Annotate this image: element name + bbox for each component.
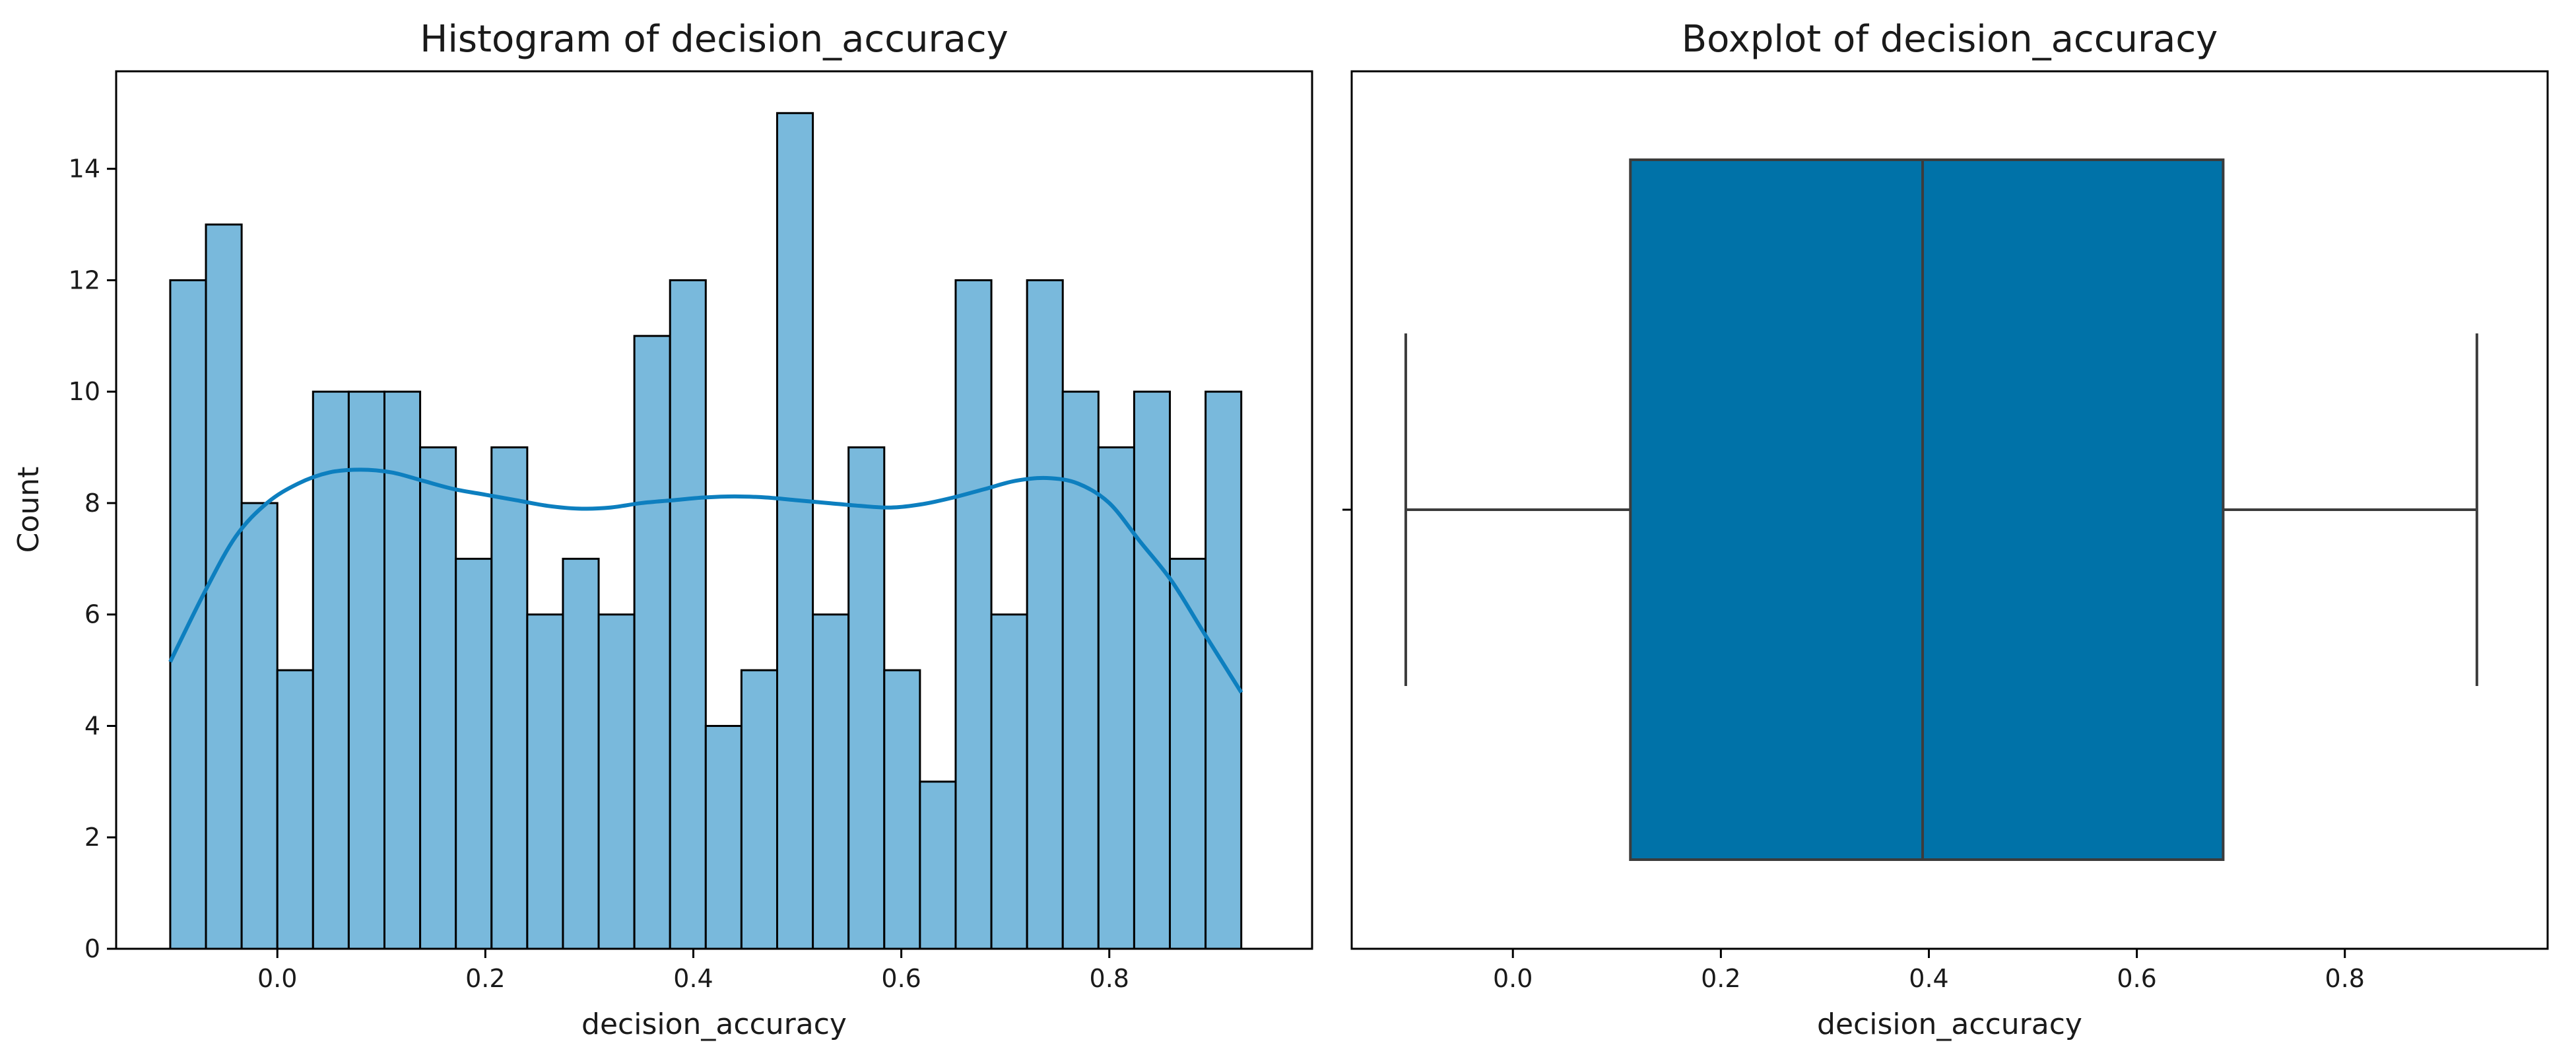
histogram-y-tick-label: 2	[84, 823, 100, 852]
histogram-bar	[847, 446, 886, 950]
boxplot-x-axis-label: decision_accuracy	[1817, 1008, 2082, 1041]
histogram-bar	[1097, 446, 1135, 950]
histogram-bar	[526, 613, 564, 950]
histogram-y-tick-label: 12	[69, 265, 100, 294]
boxplot-x-tick-label: 0.8	[2325, 964, 2365, 993]
histogram-bar	[954, 279, 993, 950]
histogram-x-axis-label: decision_accuracy	[581, 1008, 847, 1041]
histogram-bar	[597, 613, 636, 950]
histogram-bar	[669, 279, 707, 950]
histogram-bar	[776, 112, 814, 950]
histogram-bar	[169, 279, 207, 950]
histogram-y-tick-label: 4	[84, 711, 100, 740]
histogram-bar	[383, 390, 422, 950]
boxplot-x-tick-label: 0.2	[1701, 964, 1740, 993]
histogram-bar	[276, 669, 314, 950]
histogram-bar	[633, 335, 671, 950]
histogram-bar	[455, 557, 493, 950]
histogram-bar	[883, 669, 921, 950]
histogram-y-tick-label: 6	[84, 600, 100, 629]
histogram-y-tick-label: 0	[84, 934, 100, 963]
histogram-bar	[419, 446, 457, 950]
histogram-bar	[240, 502, 279, 950]
histogram-plot-frame	[115, 70, 1313, 950]
boxplot-x-ticks: 0.0 0.2 0.4 0.6 0.8	[1493, 949, 2365, 993]
boxplot-x-tick-label: 0.0	[1493, 964, 1533, 993]
histogram-title: Histogram of decision_accuracy	[420, 18, 1008, 61]
histogram-bar	[490, 446, 529, 950]
kde-curve	[168, 467, 1243, 694]
histogram-bar	[562, 557, 600, 950]
boxplot-title: Boxplot of decision_accuracy	[1682, 18, 2218, 61]
histogram-x-tick-label: 0.6	[881, 964, 921, 993]
histogram-y-tick-label: 10	[69, 377, 100, 406]
histogram-bar	[812, 613, 850, 950]
boxplot-panel: Boxplot of decision_accuracy 0.0 0.2 0.4 0.…	[1342, 18, 2549, 1041]
boxplot-body	[1404, 158, 2478, 861]
histogram-y-tick-label: 14	[69, 154, 100, 184]
histogram-x-ticks: 0.0 0.2 0.4 0.6 0.8	[257, 949, 1129, 993]
histogram-x-tick-label: 0.2	[465, 964, 505, 993]
histogram-bar	[205, 223, 243, 950]
histogram-x-tick-label: 0.8	[1090, 964, 1129, 993]
histogram-bar	[312, 390, 350, 950]
boxplot-x-tick-label: 0.4	[1909, 964, 1948, 993]
histogram-bar	[1026, 279, 1064, 950]
histogram-bar	[990, 613, 1028, 950]
histogram-x-tick-label: 0.0	[257, 964, 297, 993]
histogram-bar	[1133, 390, 1172, 950]
histogram-bar	[1205, 390, 1243, 950]
histogram-y-axis-label: Count	[12, 467, 46, 553]
histogram-panel: Histogram of decision_accuracy 0.0 0.2 0.4…	[12, 18, 1313, 1041]
histogram-bar	[1169, 557, 1207, 950]
histogram-bar	[704, 724, 743, 950]
histogram-y-tick-label: 8	[84, 489, 100, 518]
histogram-y-ticks: 0 2 4 6 8 10 12 14	[69, 154, 116, 963]
histogram-x-tick-label: 0.4	[673, 964, 713, 993]
boxplot-box	[1629, 158, 2225, 861]
histogram-bars	[169, 112, 1243, 950]
histogram-bar	[1061, 390, 1100, 950]
histogram-bar	[919, 780, 957, 950]
boxplot-x-tick-label: 0.6	[2117, 964, 2156, 993]
histogram-bar	[347, 390, 385, 950]
histogram-bar	[740, 669, 779, 950]
